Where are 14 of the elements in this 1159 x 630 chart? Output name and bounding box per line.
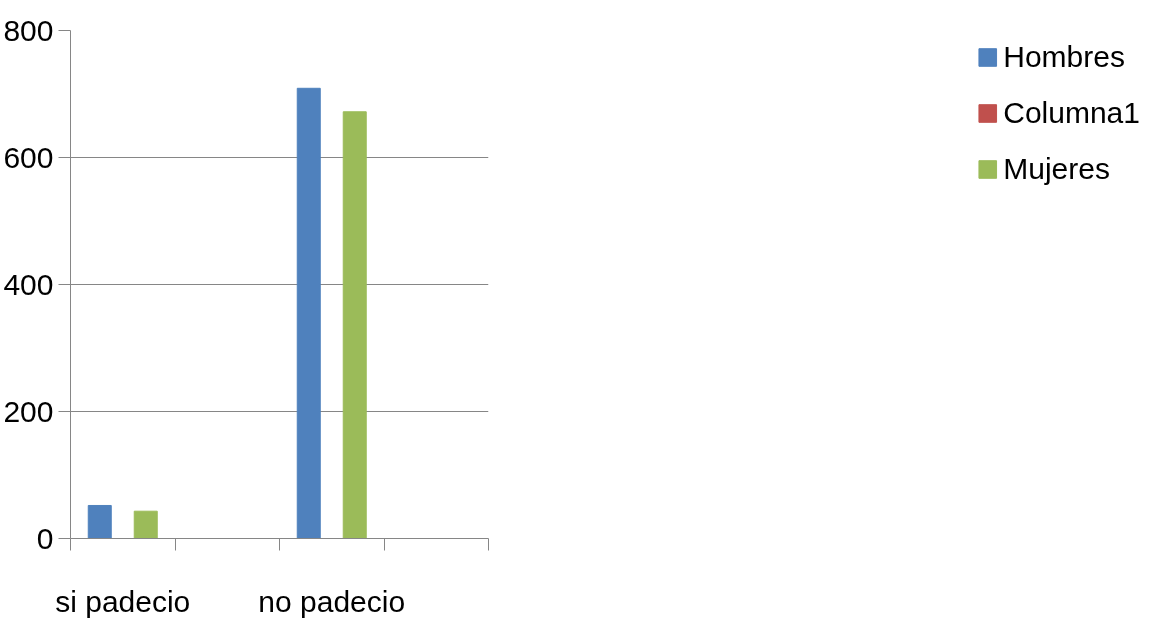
legend-label: Hombres — [1003, 40, 1125, 74]
x-tick-label: no padecio — [258, 584, 406, 618]
legend-label: Columna1 — [1003, 96, 1140, 130]
bar — [133, 510, 158, 539]
bar — [296, 87, 321, 539]
x-tick-label: si padecio — [55, 584, 191, 618]
bar — [342, 111, 367, 539]
y-tick-label: 800 — [3, 13, 54, 47]
y-tick-label: 600 — [3, 140, 54, 174]
bar — [87, 504, 112, 539]
y-tick-label: 0 — [36, 521, 54, 555]
y-tick-label: 200 — [3, 394, 54, 428]
y-tick-label: 400 — [3, 267, 54, 301]
legend-label: Mujeres — [1003, 152, 1110, 186]
